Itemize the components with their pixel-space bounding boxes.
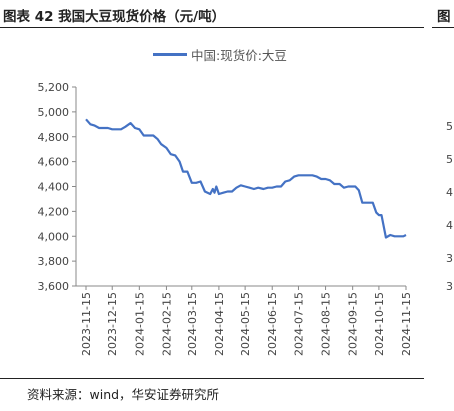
- x-tick-label: 2024-07-15: [292, 292, 305, 356]
- series-line: [85, 118, 407, 239]
- legend-label: 中国:现货价:大豆: [191, 47, 287, 63]
- y-tick-label: 3,600: [38, 280, 70, 293]
- y-tick-label: 4,400: [38, 181, 70, 194]
- y-tick-label: 3,800: [38, 255, 70, 268]
- x-tick-label: 2024-09-15: [347, 292, 360, 356]
- x-tick-label: 2024-10-15: [373, 292, 386, 356]
- adjacent-chart-tick-fragment: 4: [446, 219, 453, 232]
- x-tick-label: 2024-05-15: [239, 292, 252, 356]
- adjacent-title-underline: [432, 27, 454, 28]
- x-tick-label: 2024-08-15: [320, 292, 333, 356]
- adjacent-figure-title-fragment: 图: [437, 9, 451, 25]
- legend-swatch: [153, 52, 187, 56]
- y-tick-label: 5,200: [38, 81, 70, 94]
- source-divider: [0, 378, 424, 379]
- figure-title: 图表 42 我国大豆现货价格（元/吨）: [3, 9, 226, 25]
- chart-legend: 中国:现货价:大豆: [153, 45, 287, 63]
- adjacent-chart-tick-fragment: 3: [446, 252, 453, 265]
- title-underline: [0, 27, 424, 28]
- y-tick-label: 5,000: [38, 106, 70, 119]
- adjacent-chart-tick-fragment: 4: [446, 186, 453, 199]
- x-tick-label: 2023-11-15: [80, 292, 93, 356]
- adjacent-chart-tick-fragment: 3: [446, 280, 453, 293]
- x-tick-label: 2024-01-15: [133, 292, 146, 356]
- x-tick-label: 2024-06-15: [266, 292, 279, 356]
- y-tick-label: 4,800: [38, 131, 70, 144]
- price-line-chart: 3,600 3,800 4,000 4,200 4,400 4,600 4,800 5,000…: [38, 81, 414, 356]
- x-tick-label: 2024-02-15: [160, 292, 173, 356]
- adjacent-chart-tick-fragment: 5: [446, 120, 453, 133]
- x-tick-label: 2024-03-15: [186, 292, 199, 356]
- adjacent-chart-tick-fragment: 5: [446, 153, 453, 166]
- y-tick-label: 4,000: [38, 230, 70, 243]
- y-tick-label: 4,600: [38, 156, 70, 169]
- source-note: 资料来源：wind，华安证券研究所: [27, 387, 220, 402]
- x-tick-label: 2024-11-15: [400, 292, 413, 356]
- x-tick-label: 2024-04-15: [213, 292, 226, 356]
- y-tick-label: 4,200: [38, 205, 70, 218]
- x-tick-label: 2023-12-15: [106, 292, 119, 356]
- figure-header: 图表 42 我国大豆现货价格（元/吨） 图: [0, 0, 454, 28]
